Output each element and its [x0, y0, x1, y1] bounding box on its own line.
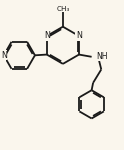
Text: N: N	[44, 32, 50, 40]
Text: NH: NH	[96, 52, 107, 61]
Text: N: N	[1, 51, 7, 60]
Text: CH₃: CH₃	[56, 6, 70, 12]
Text: N: N	[76, 32, 82, 40]
